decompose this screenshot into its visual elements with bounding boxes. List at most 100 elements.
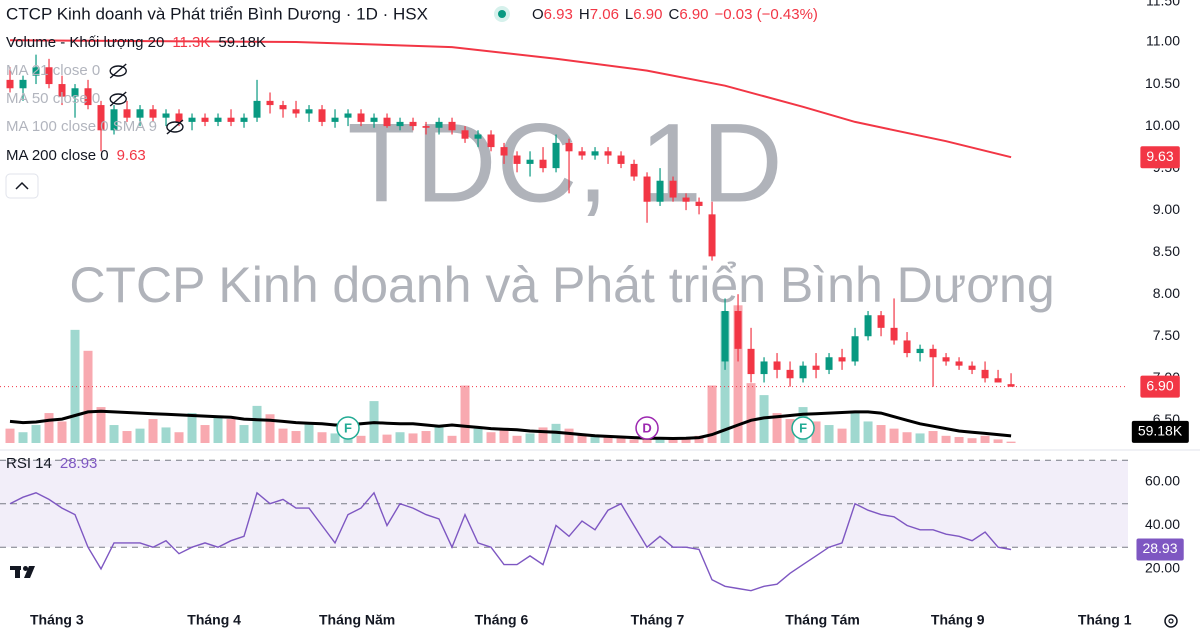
volume-bar	[486, 432, 496, 443]
volume-bar	[44, 413, 54, 443]
candle-body	[708, 214, 716, 257]
x-tick-label: Tháng 1	[1078, 612, 1132, 628]
rsi-tick-label: 20.00	[1145, 560, 1180, 576]
collapse-icon	[15, 181, 29, 190]
candle-body	[240, 117, 248, 122]
volume-bar	[499, 429, 509, 443]
candle-body	[383, 117, 391, 127]
candle-body	[214, 117, 222, 122]
candle-body	[630, 163, 638, 177]
hidden-eye-slash	[109, 91, 127, 107]
candle-body	[721, 311, 729, 362]
x-tick-label: Tháng 9	[931, 612, 985, 628]
candle-body	[968, 365, 976, 370]
candle-body	[734, 311, 742, 349]
volume-bar	[83, 350, 93, 443]
candle-body	[578, 151, 586, 156]
volume-bar	[772, 413, 782, 443]
watermark-symbol: TDC, 1D	[347, 101, 783, 226]
volume-bar	[31, 425, 41, 443]
volume-ma-price-label: 59.18K	[1138, 423, 1183, 439]
candle-body	[682, 197, 690, 202]
volume-bar	[291, 431, 301, 443]
candle-body	[994, 378, 1002, 383]
rsi-tick-label: 40.00	[1145, 516, 1180, 532]
candle-body	[448, 121, 456, 131]
volume-ma-value: 59.18K	[218, 34, 266, 51]
settings-icon[interactable]	[1164, 614, 1178, 628]
volume-ma-line	[9, 409, 1012, 441]
ma200-price-label: 9.63	[1146, 148, 1173, 164]
volume-bar	[382, 434, 392, 443]
volume-ma-price-label-box	[1131, 420, 1189, 443]
volume-bar	[694, 435, 704, 443]
change: −0.03 (−0.43%)	[715, 6, 818, 23]
rsi-legend: RSI 14 28.93	[6, 455, 97, 472]
collapse-button[interactable]	[5, 173, 39, 199]
volume-bar	[746, 383, 756, 443]
volume-bar	[148, 419, 158, 443]
last-price-label-box	[1140, 375, 1180, 398]
candle-body	[292, 109, 300, 114]
volume-bar	[655, 437, 665, 443]
candle-body	[461, 130, 469, 139]
volume-bar	[421, 431, 431, 443]
candle-body	[695, 201, 703, 206]
candle-body	[344, 113, 352, 118]
volume-bar	[707, 385, 717, 443]
volume-bar	[577, 434, 587, 443]
candle-body	[162, 113, 170, 118]
volume-bar	[252, 405, 262, 443]
volume-bar	[161, 427, 171, 443]
candle-body	[864, 315, 872, 337]
ohlc-value: 6.90	[679, 6, 708, 23]
candle-body	[71, 88, 79, 97]
volume-bar	[70, 329, 80, 443]
candle-body	[903, 340, 911, 354]
candle-body	[539, 159, 547, 169]
watermark-name: CTCP Kinh doanh và Phát triển Bình Dương	[69, 257, 1054, 313]
y-tick-label: 9.00	[1153, 201, 1180, 217]
hidden-eye-slash	[109, 63, 127, 79]
volume-bar	[876, 425, 886, 443]
volume-bar	[408, 433, 418, 443]
indicator-legend: MA 100 close 0 SMA 9	[6, 118, 157, 135]
candle-body	[526, 159, 534, 164]
ohlc-value: 6.93	[544, 6, 573, 23]
hidden-eye-icon	[166, 121, 184, 133]
rsi-value: 28.93	[60, 455, 98, 472]
last-price-label: 6.90	[1146, 377, 1173, 393]
logo-part	[15, 566, 20, 578]
ma200-price-label-box	[1140, 146, 1180, 169]
candle-body	[500, 147, 508, 156]
candle-body	[773, 361, 781, 370]
candle-body	[201, 117, 209, 122]
volume-bar	[980, 435, 990, 443]
volume-bar	[512, 435, 522, 443]
ma200-value: 9.63	[117, 147, 146, 164]
logo-part	[23, 566, 28, 571]
candle-body	[396, 121, 404, 127]
volume-bar	[590, 435, 600, 443]
candle-body	[591, 151, 599, 156]
event-marker	[791, 416, 815, 440]
candle-body	[227, 117, 235, 122]
volume-bar	[18, 432, 28, 443]
ohlc: O6.93 H7.06 L6.90 C6.90 −0.03 (−0.43%)	[532, 6, 818, 23]
ohlc-key: C	[668, 6, 679, 23]
rsi-price-label: 28.93	[1142, 540, 1177, 556]
candle-body	[747, 348, 755, 375]
volume-bar	[187, 413, 197, 443]
y-tick-label: 10.00	[1145, 117, 1180, 133]
candle-body	[279, 105, 287, 110]
volume-bar	[720, 311, 730, 443]
volume-bar	[915, 433, 925, 443]
volume-bar	[850, 413, 860, 443]
volume-bar	[395, 432, 405, 443]
candle-body	[474, 134, 482, 139]
volume-bar	[993, 439, 1003, 443]
candle-body	[435, 121, 443, 128]
candle-body	[58, 84, 66, 97]
volume-bar	[603, 437, 613, 443]
